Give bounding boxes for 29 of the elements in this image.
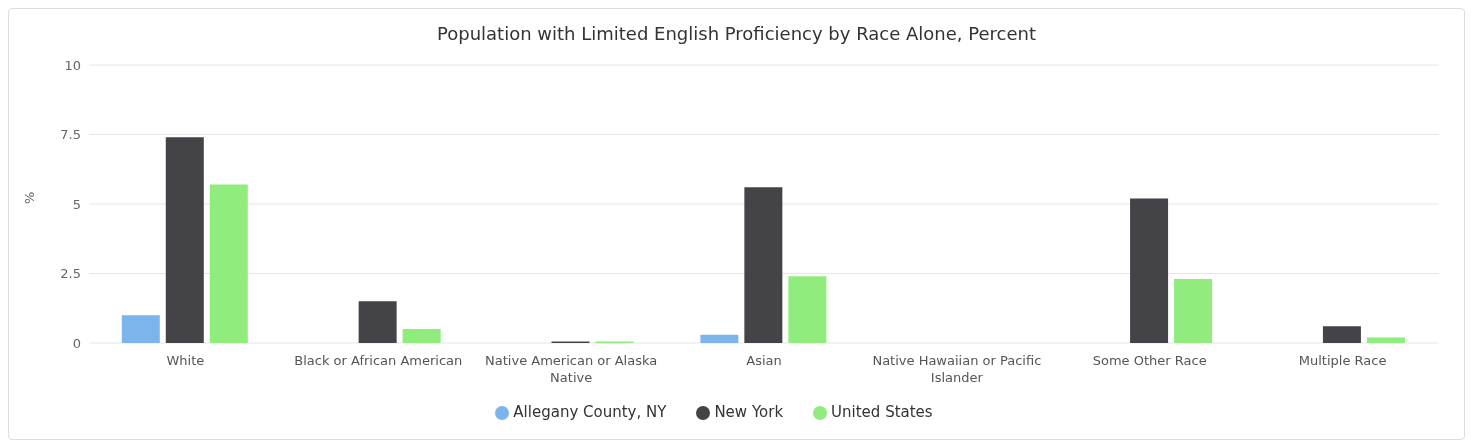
y-tick-label: 10 <box>64 57 81 73</box>
x-tick-label: Multiple Race <box>1298 353 1387 368</box>
x-tick-label: Native American or Alaska Native <box>485 353 658 385</box>
bar <box>209 184 248 343</box>
bar <box>1130 198 1169 343</box>
bar <box>744 187 783 343</box>
y-tick-label: 2.5 <box>60 266 81 282</box>
x-tick-label: Asian <box>746 353 782 368</box>
legend-label: Allegany County, NY <box>513 403 667 421</box>
bar <box>402 329 441 343</box>
legend-label: New York <box>714 403 784 421</box>
bar <box>1174 279 1213 343</box>
x-tick-label: White <box>166 353 205 368</box>
bar <box>121 315 160 343</box>
legend-label: United States <box>831 403 933 421</box>
y-tick-label: 5 <box>72 196 81 212</box>
bar <box>358 301 397 343</box>
x-tick-label: Native Hawaiian or Pacific Islander <box>872 353 1042 385</box>
y-axis-title: % <box>21 191 37 204</box>
bar <box>1366 337 1405 343</box>
bar <box>1322 326 1361 343</box>
y-tick-label: 7.5 <box>60 127 81 143</box>
chart-title: Population with Limited English Proficiency by Race Alone, Percent <box>436 22 1037 46</box>
bar <box>788 276 827 343</box>
bar <box>700 334 739 343</box>
bar <box>165 137 204 343</box>
y-tick-label: 0 <box>72 335 81 351</box>
x-tick-label: Some Other Race <box>1092 353 1207 368</box>
x-tick-label: Black or African American <box>294 353 463 368</box>
